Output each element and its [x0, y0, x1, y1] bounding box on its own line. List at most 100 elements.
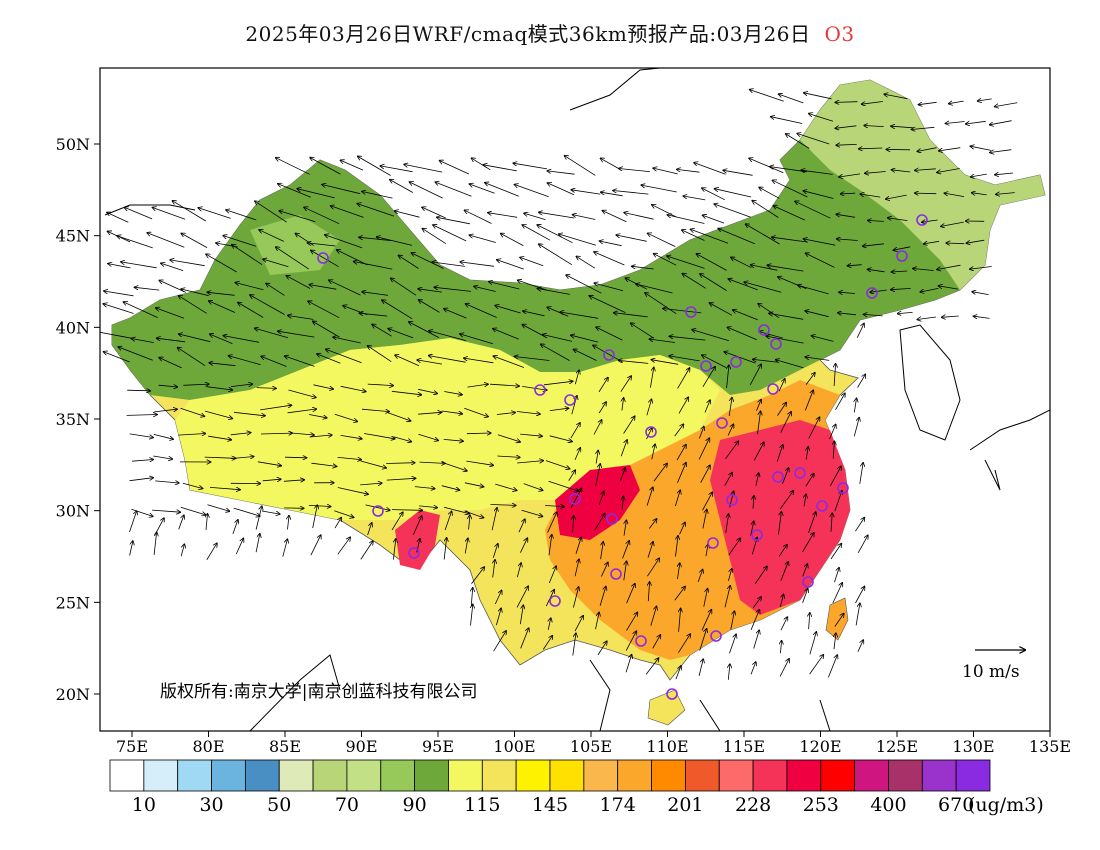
- station-marker: [564, 394, 576, 406]
- wind-arrow: [682, 230, 705, 241]
- wind-arrow: [892, 271, 908, 272]
- wind-arrow: [702, 188, 725, 201]
- wind-arrow: [304, 207, 340, 225]
- wind-arrow: [650, 607, 657, 626]
- wind-arrow: [802, 564, 808, 577]
- wind-arrow: [699, 629, 707, 651]
- wind-arrow: [357, 204, 395, 217]
- lon-tick-label: 110E: [646, 737, 688, 756]
- wind-arrow: [863, 244, 884, 246]
- wind-arrow: [365, 504, 390, 510]
- colorbar-swatch: [718, 759, 754, 792]
- wind-arrow: [313, 384, 333, 389]
- wind-arrow: [971, 173, 987, 177]
- wind-arrow: [714, 204, 751, 218]
- wind-arrow: [129, 541, 133, 556]
- wind-arrow: [809, 613, 810, 630]
- wind-arrow: [469, 235, 496, 243]
- wind-arrow: [751, 265, 778, 271]
- lat-tick-label: 50N: [56, 135, 90, 154]
- wind-arrow: [519, 605, 523, 625]
- wind-arrow: [632, 266, 654, 270]
- wind-arrow: [340, 160, 364, 171]
- wind-arrow: [358, 156, 391, 176]
- wind-arrow: [334, 413, 358, 421]
- wind-arrow: [600, 241, 622, 247]
- wind-arrow: [548, 535, 552, 556]
- wind-arrow: [601, 158, 621, 170]
- wind-arrow: [832, 583, 842, 604]
- station-marker: [837, 482, 849, 494]
- wind-arrow: [391, 512, 403, 531]
- wind-arrow: [801, 170, 833, 175]
- wind-arrow: [623, 561, 627, 581]
- wind-arrow: [178, 434, 205, 436]
- wind-arrow: [259, 230, 284, 242]
- lon-tick-label: 80E: [192, 737, 224, 756]
- wind-arrow: [856, 324, 864, 338]
- wind-arrow: [493, 560, 495, 578]
- wind-arrow: [697, 570, 703, 583]
- wind-arrow: [724, 352, 756, 364]
- wind-arrow: [622, 496, 623, 510]
- wind-arrow: [970, 266, 992, 270]
- colorbar-swatch: [786, 759, 822, 792]
- colorbar-unit: (ug/m3): [968, 794, 1044, 816]
- wind-arrow: [393, 539, 395, 560]
- wind-arrow: [596, 327, 623, 341]
- wind-arrow: [576, 256, 596, 269]
- wind-arrow: [233, 411, 265, 416]
- wind-arrow: [232, 245, 263, 266]
- wind-arrow: [395, 355, 420, 367]
- wind-arrow: [312, 505, 318, 529]
- wind-arrow: [912, 127, 935, 129]
- wind-arrow: [730, 611, 735, 630]
- wind-arrow: [857, 640, 863, 652]
- wind-arrow: [129, 433, 153, 438]
- wind-arrow: [515, 357, 550, 361]
- station-marker: [726, 494, 738, 506]
- wind-arrow: [805, 373, 815, 385]
- wind-arrow: [759, 187, 780, 199]
- wind-arrow: [573, 215, 596, 220]
- wind-arrow: [284, 457, 307, 458]
- wind-arrow: [677, 368, 690, 389]
- coastline-korea: [899, 324, 961, 441]
- wind-arrow: [391, 390, 422, 395]
- wind-arrow: [266, 283, 285, 296]
- wind-arrow: [727, 365, 729, 389]
- wind-arrow: [862, 101, 883, 105]
- northeast-lightgreen-region: [800, 80, 1045, 290]
- station-marker: [767, 383, 779, 395]
- colorbar-label: 70: [335, 794, 359, 816]
- wind-arrow: [724, 473, 733, 486]
- wind-arrow: [758, 304, 780, 319]
- wind-arrow: [828, 655, 837, 678]
- wind-arrow: [287, 409, 317, 414]
- wind-arrow: [127, 390, 150, 391]
- wind-arrow: [388, 329, 414, 339]
- wind-arrow: [207, 292, 235, 296]
- colorbar-swatch: [177, 759, 212, 792]
- wind-arrow: [750, 521, 754, 536]
- station-marker: [534, 384, 546, 396]
- wind-arrow: [494, 591, 501, 605]
- wind-arrow: [126, 415, 157, 416]
- station-marker: [751, 529, 763, 541]
- lat-tick-label: 40N: [56, 318, 90, 337]
- wind-arrow: [124, 207, 153, 220]
- wind-arrow: [651, 444, 655, 460]
- wind-arrow: [182, 482, 203, 488]
- wind-arrow: [703, 215, 725, 224]
- wind-arrow: [490, 505, 516, 506]
- wind-arrow: [706, 544, 708, 557]
- wind-arrow: [731, 257, 752, 269]
- wind-arrow: [493, 631, 507, 652]
- wind-arrow: [382, 300, 413, 320]
- wind-arrow: [864, 314, 883, 316]
- wind-arrow: [152, 510, 180, 512]
- wind-arrow: [467, 384, 489, 388]
- wind-arrow: [622, 398, 624, 411]
- wind-arrow: [616, 235, 647, 242]
- colorbar-swatch: [820, 759, 856, 792]
